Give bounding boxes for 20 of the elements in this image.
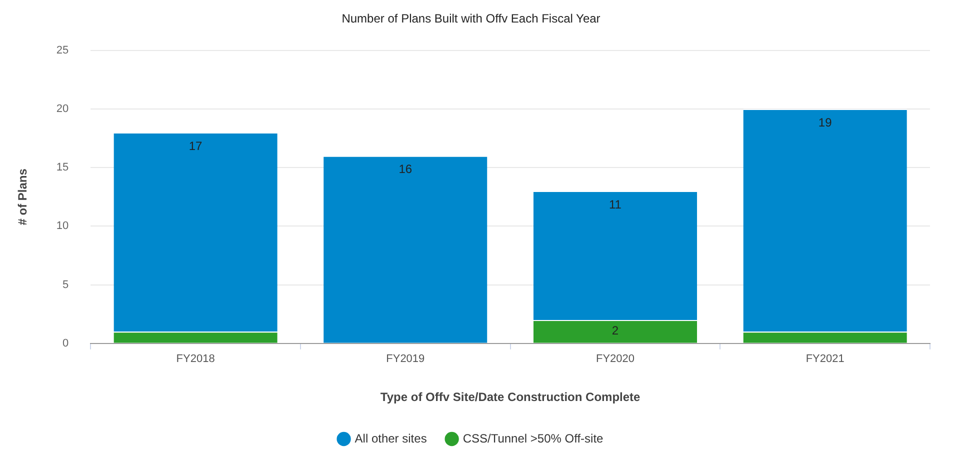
y-tick-label: 20 — [56, 103, 69, 116]
data-label: 19 — [818, 115, 832, 130]
y-tick-label: 5 — [62, 278, 69, 291]
y-tick-label: 25 — [56, 44, 69, 56]
data-label: 16 — [398, 162, 412, 176]
data-label: 2 — [612, 324, 619, 338]
legend-label: CSS/Tunnel >50% Off-site — [462, 431, 604, 446]
y-tick-label: 10 — [56, 220, 69, 232]
x-tick-label: FY2020 — [596, 353, 635, 366]
x-tick-label: FY2018 — [176, 353, 215, 366]
x-axis-title: Type of Offv Site/Date Construction Complete — [380, 390, 641, 404]
y-axis-title: # of Plans — [16, 168, 30, 226]
x-tick-label: FY2019 — [386, 353, 425, 366]
x-tick-label: FY2021 — [806, 353, 844, 366]
chart-title: Number of Plans Built with Offv Each Fiscal Year — [342, 12, 600, 26]
data-label: 11 — [609, 197, 622, 212]
y-tick-label: 15 — [56, 162, 69, 174]
y-tick-label: 0 — [62, 337, 69, 350]
legend-label: All other sites — [354, 431, 427, 446]
data-label: 17 — [188, 138, 203, 153]
